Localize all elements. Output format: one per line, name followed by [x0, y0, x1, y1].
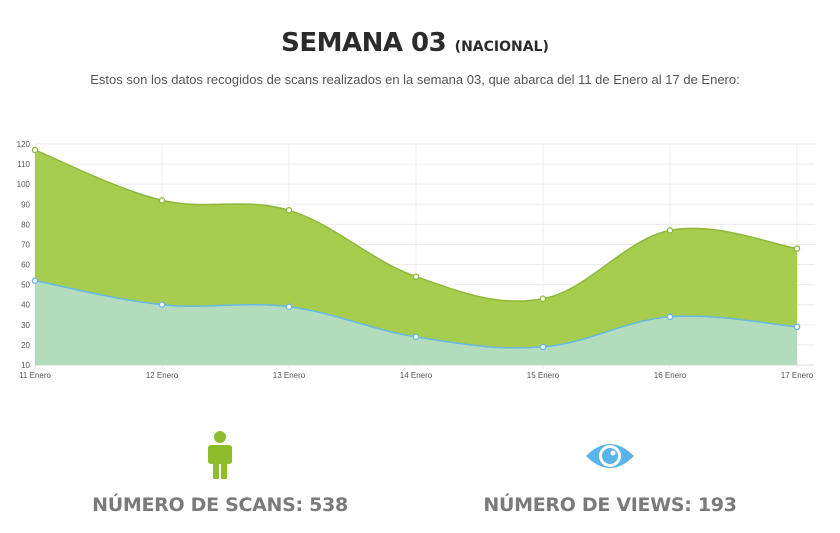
data-point-1 [539, 343, 547, 351]
data-point-0 [158, 197, 166, 204]
y-tick-label: 60 [21, 261, 30, 270]
y-tick-label: 110 [17, 160, 30, 169]
data-point-0 [666, 227, 674, 234]
data-point-1 [666, 313, 674, 321]
area-chart: 10 20 30 40 50 60 70 80 90 100 110 120 11 Enero 12 E… [17, 140, 815, 380]
y-tick-label: 70 [21, 240, 30, 249]
y-axis: 10 20 30 40 50 60 70 80 90 100 110 120 [17, 140, 31, 370]
scans-count: NÚMERO DE SCANS: 538 [92, 494, 348, 516]
y-tick-label: 50 [21, 281, 30, 290]
y-tick-label: 10 [21, 361, 30, 370]
x-tick-label: 17 Enero [781, 371, 814, 380]
series-area-1 [35, 280, 797, 365]
x-tick-label: 12 Enero [146, 371, 179, 380]
data-point-1 [412, 333, 420, 341]
data-point-1 [285, 303, 293, 310]
eye-icon [445, 430, 775, 482]
y-tick-label: 100 [17, 180, 31, 189]
y-tick-label: 40 [21, 301, 30, 310]
x-tick-label: 15 Enero [527, 371, 560, 380]
person-icon [55, 430, 385, 482]
title-main: SEMANA 03 [281, 28, 447, 58]
views-count: NÚMERO DE VIEWS: 193 [483, 494, 737, 516]
page-description: Estos son los datos recogidos de scans r… [90, 72, 740, 87]
y-tick-label: 30 [21, 321, 30, 330]
page-title: SEMANA 03 (NACIONAL) [0, 28, 830, 58]
views-stat: NÚMERO DE VIEWS: 193 [445, 430, 775, 516]
data-point-0 [539, 295, 547, 302]
data-point-1 [793, 323, 801, 331]
data-point-0 [31, 146, 39, 154]
data-point-1 [158, 301, 166, 308]
y-tick-label: 20 [21, 341, 30, 350]
scans-stat: NÚMERO DE SCANS: 538 [55, 430, 385, 516]
x-tick-label: 13 Enero [273, 371, 306, 380]
chart-points [31, 146, 801, 351]
data-point-0 [793, 245, 801, 252]
data-point-0 [412, 273, 420, 280]
title-sub: (NACIONAL) [454, 39, 549, 55]
y-tick-label: 90 [21, 200, 30, 209]
y-tick-label: 120 [17, 140, 31, 149]
y-tick-label: 80 [21, 220, 30, 229]
data-point-1 [31, 277, 39, 284]
x-tick-label: 11 Enero [19, 371, 51, 380]
x-axis: 11 Enero 12 Enero 13 Enero 14 Enero 15 Enero… [19, 371, 814, 380]
data-point-0 [285, 207, 293, 214]
x-tick-label: 14 Enero [400, 371, 433, 380]
x-tick-label: 16 Enero [654, 371, 687, 380]
